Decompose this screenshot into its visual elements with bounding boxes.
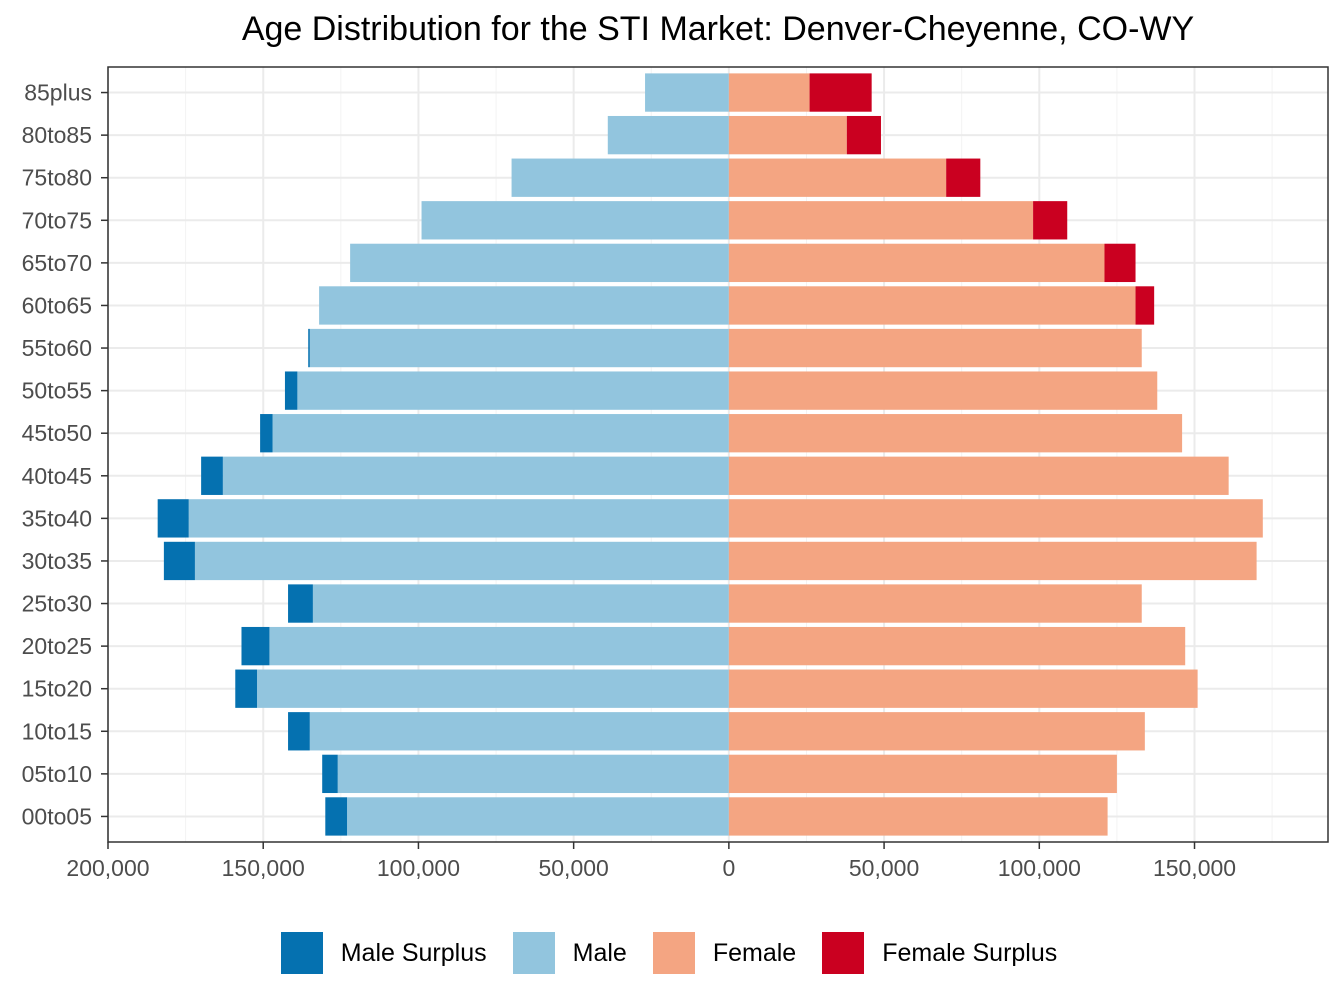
bar-male xyxy=(347,797,729,836)
x-tick-label: 100,000 xyxy=(377,855,460,881)
y-axis: 00to05 05to10 10to15 15to20 20to25 25to30 30to… xyxy=(22,80,108,829)
bar-female-surplus xyxy=(1135,286,1155,325)
x-tick-label: 150,000 xyxy=(1153,855,1236,881)
bar-female xyxy=(728,201,1034,240)
legend-item: Male Surplus xyxy=(280,932,493,974)
bar-female xyxy=(728,328,1142,368)
bar-male-surplus xyxy=(288,712,310,751)
bar-female xyxy=(728,243,1105,283)
y-tick-label: 60to65 xyxy=(22,292,92,318)
legend-swatch xyxy=(280,932,323,974)
bar-male-surplus xyxy=(288,584,313,623)
bar-male-surplus xyxy=(201,456,223,495)
x-tick-label: 50,000 xyxy=(538,855,608,881)
legend-label: Male Surplus xyxy=(340,938,487,967)
bar-female xyxy=(728,797,1108,836)
bar-male xyxy=(607,115,729,155)
bar-male-surplus xyxy=(325,797,348,836)
bar-male xyxy=(188,499,729,538)
bar-male-surplus xyxy=(163,541,195,581)
y-tick-label: 15to20 xyxy=(22,676,92,702)
y-tick-label: 20to25 xyxy=(22,633,92,659)
legend-label: Male xyxy=(572,938,627,967)
y-tick-label: 10to15 xyxy=(22,718,92,744)
bar-female-surplus xyxy=(946,158,981,197)
legend-item: Female xyxy=(652,932,802,974)
bar-male-surplus xyxy=(322,754,338,794)
bar-male-surplus xyxy=(157,499,189,538)
bar-male-surplus xyxy=(260,414,273,453)
bar-male-surplus xyxy=(308,328,310,368)
bar-female xyxy=(728,626,1186,666)
bar-female-surplus xyxy=(809,73,872,112)
y-tick-label: 30to35 xyxy=(22,548,92,574)
y-tick-label: 85plus xyxy=(24,80,92,106)
legend-item: Male xyxy=(512,932,633,974)
y-tick-label: 25to30 xyxy=(22,591,92,617)
bar-female-surplus xyxy=(846,115,881,155)
bar-male xyxy=(309,712,729,751)
bar-female-surplus xyxy=(1104,243,1136,283)
legend-swatch xyxy=(822,932,865,974)
bar-male xyxy=(350,243,729,283)
bar-female xyxy=(728,371,1158,410)
bar-female xyxy=(728,456,1229,495)
bar-male xyxy=(645,73,729,112)
bar-male-surplus xyxy=(284,371,298,410)
bar-female-surplus xyxy=(1033,201,1068,240)
x-tick-label: 150,000 xyxy=(222,855,305,881)
x-tick-label: 200,000 xyxy=(66,855,149,881)
y-tick-label: 50to55 xyxy=(22,378,92,404)
legend: Male Surplus Male Female Female Surplus xyxy=(0,930,1344,976)
y-tick-label: 45to50 xyxy=(22,420,92,446)
legend-item: Female Surplus xyxy=(822,932,1063,974)
y-tick-label: 35to40 xyxy=(22,505,92,531)
x-axis: 200,000 150,000 100,000 50,000 0 50,000 100,00… xyxy=(66,842,1236,881)
bar-female xyxy=(728,158,947,197)
legend-label: Female Surplus xyxy=(882,938,1058,967)
chart-title: Age Distribution for the STI Market: Den… xyxy=(241,10,1195,48)
bar-male xyxy=(309,328,729,368)
x-tick-label: 100,000 xyxy=(998,855,1081,881)
x-tick-label: 0 xyxy=(722,855,735,881)
bar-male xyxy=(257,669,729,708)
bar-female xyxy=(728,73,810,112)
bars xyxy=(157,73,1263,836)
y-tick-label: 05to10 xyxy=(22,761,92,787)
bar-female xyxy=(728,414,1183,453)
bar-male xyxy=(421,201,729,240)
plot-border xyxy=(107,66,1329,843)
bar-male xyxy=(222,456,729,495)
bar-female xyxy=(728,669,1198,708)
bar-male-surplus xyxy=(241,626,270,666)
bar-male xyxy=(272,414,729,453)
legend-swatch xyxy=(512,932,555,974)
bar-male xyxy=(511,158,729,197)
bar-male xyxy=(312,584,729,623)
bar-female xyxy=(728,115,847,155)
bar-male xyxy=(337,754,729,794)
y-tick-label: 55to60 xyxy=(22,335,92,361)
y-tick-label: 65to70 xyxy=(22,250,92,276)
bar-male-surplus xyxy=(235,669,258,708)
bar-female xyxy=(728,499,1263,538)
y-tick-label: 70to75 xyxy=(22,207,92,233)
bar-male xyxy=(297,371,729,410)
legend-label: Female xyxy=(712,938,797,967)
bar-male xyxy=(269,626,729,666)
bar-female xyxy=(728,541,1257,581)
legend-swatch xyxy=(652,932,695,974)
bar-female xyxy=(728,712,1145,751)
x-tick-label: 50,000 xyxy=(849,855,919,881)
y-tick-label: 00to05 xyxy=(22,803,92,829)
y-tick-label: 40to45 xyxy=(22,463,92,489)
bar-female xyxy=(728,754,1117,794)
y-tick-label: 80to85 xyxy=(22,122,92,148)
bar-female xyxy=(728,286,1136,325)
bar-female xyxy=(728,584,1142,623)
bar-male xyxy=(194,541,729,581)
bar-male xyxy=(319,286,729,325)
y-tick-label: 75to80 xyxy=(22,165,92,191)
